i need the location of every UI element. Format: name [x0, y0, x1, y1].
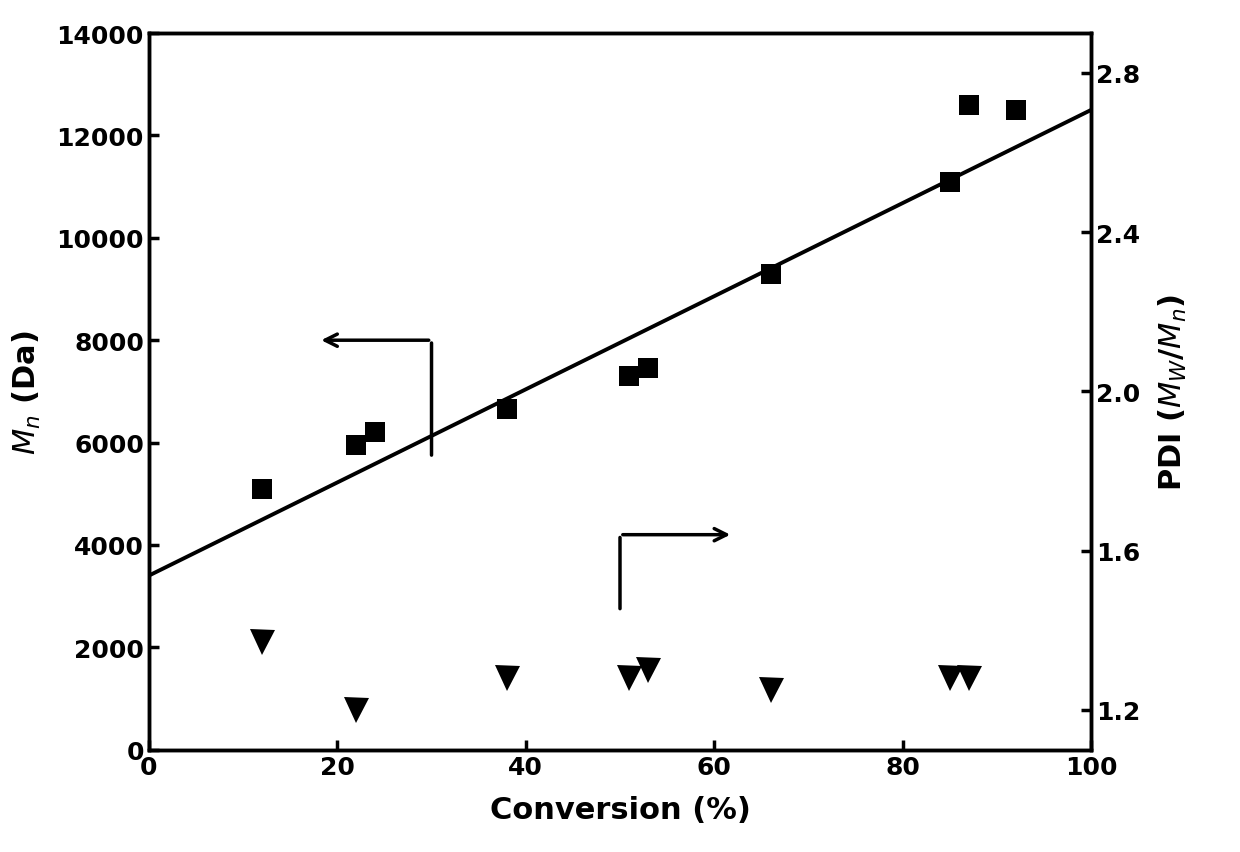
Y-axis label: PDI ($\mathit{M_W}$/$\mathit{M_n}$): PDI ($\mathit{M_W}$/$\mathit{M_n}$): [1157, 293, 1189, 491]
Y-axis label: $\mathit{M_n}$ (Da): $\mathit{M_n}$ (Da): [10, 330, 42, 454]
X-axis label: Conversion (%): Conversion (%): [490, 795, 750, 824]
